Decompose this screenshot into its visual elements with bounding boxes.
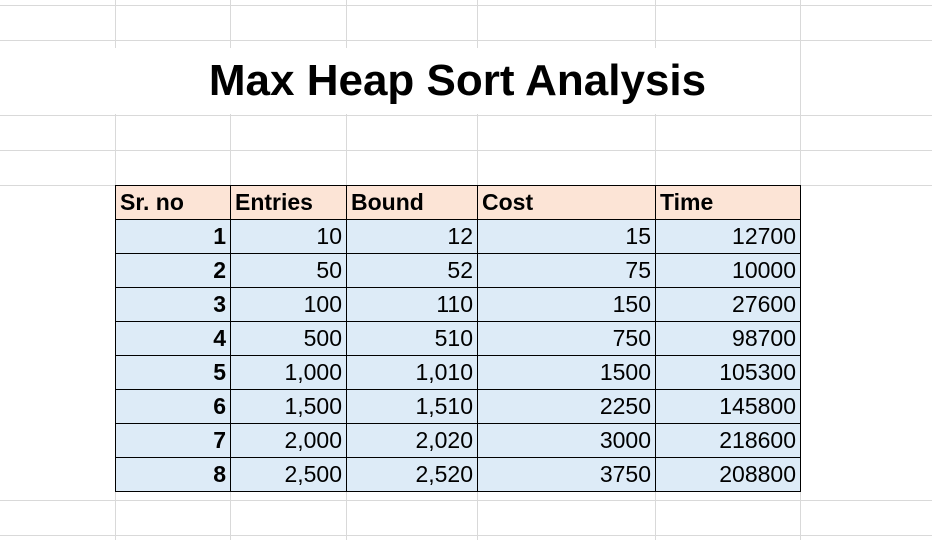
cell-time[interactable]: 208800 xyxy=(655,457,801,492)
gridline xyxy=(0,150,932,151)
header-cell-time[interactable]: Time xyxy=(655,185,801,220)
cell-entries[interactable]: 10 xyxy=(230,219,347,254)
table-row: 6 1,500 1,510 2250 145800 xyxy=(115,389,801,424)
cell-bound[interactable]: 2,020 xyxy=(346,423,478,458)
table-row: 2 50 52 75 10000 xyxy=(115,253,801,288)
cell-cost[interactable]: 1500 xyxy=(477,355,656,390)
cell-time[interactable]: 10000 xyxy=(655,253,801,288)
cell-entries[interactable]: 2,000 xyxy=(230,423,347,458)
gridline xyxy=(0,40,932,41)
table-row: 7 2,000 2,020 3000 218600 xyxy=(115,423,801,458)
cell-bound[interactable]: 510 xyxy=(346,321,478,356)
cell-cost[interactable]: 15 xyxy=(477,219,656,254)
cell-cost[interactable]: 2250 xyxy=(477,389,656,424)
gridline xyxy=(0,500,932,501)
cell-entries[interactable]: 1,500 xyxy=(230,389,347,424)
header-cell-bound[interactable]: Bound xyxy=(346,185,478,220)
cell-time[interactable]: 218600 xyxy=(655,423,801,458)
cell-bound[interactable]: 1,010 xyxy=(346,355,478,390)
header-cell-sr-no[interactable]: Sr. no xyxy=(115,185,231,220)
cell-time[interactable]: 98700 xyxy=(655,321,801,356)
cell-bound[interactable]: 2,520 xyxy=(346,457,478,492)
table-row: 5 1,000 1,010 1500 105300 xyxy=(115,355,801,390)
cell-time[interactable]: 145800 xyxy=(655,389,801,424)
cell-sr-no[interactable]: 2 xyxy=(115,253,231,288)
header-cell-cost[interactable]: Cost xyxy=(477,185,656,220)
cell-sr-no[interactable]: 4 xyxy=(115,321,231,356)
cell-bound[interactable]: 12 xyxy=(346,219,478,254)
cell-entries[interactable]: 100 xyxy=(230,287,347,322)
cell-time[interactable]: 27600 xyxy=(655,287,801,322)
table-row: 1 10 12 15 12700 xyxy=(115,219,801,254)
table-row: 8 2,500 2,520 3750 208800 xyxy=(115,457,801,492)
cell-time[interactable]: 105300 xyxy=(655,355,801,390)
cell-time[interactable]: 12700 xyxy=(655,219,801,254)
cell-bound[interactable]: 52 xyxy=(346,253,478,288)
cell-entries[interactable]: 1,000 xyxy=(230,355,347,390)
table-row: 3 100 110 150 27600 xyxy=(115,287,801,322)
gridline xyxy=(800,0,801,540)
gridline xyxy=(0,115,932,116)
cell-entries[interactable]: 2,500 xyxy=(230,457,347,492)
cell-cost[interactable]: 75 xyxy=(477,253,656,288)
cell-sr-no[interactable]: 8 xyxy=(115,457,231,492)
analysis-table: Sr. no Entries Bound Cost Time 1 10 12 1… xyxy=(115,185,801,492)
cell-cost[interactable]: 3750 xyxy=(477,457,656,492)
cell-cost[interactable]: 3000 xyxy=(477,423,656,458)
sheet-title[interactable]: Max Heap Sort Analysis xyxy=(115,48,800,114)
cell-bound[interactable]: 110 xyxy=(346,287,478,322)
cell-sr-no[interactable]: 3 xyxy=(115,287,231,322)
cell-entries[interactable]: 50 xyxy=(230,253,347,288)
cell-cost[interactable]: 750 xyxy=(477,321,656,356)
cell-sr-no[interactable]: 1 xyxy=(115,219,231,254)
header-row: Sr. no Entries Bound Cost Time xyxy=(115,185,801,220)
cell-sr-no[interactable]: 6 xyxy=(115,389,231,424)
cell-sr-no[interactable]: 7 xyxy=(115,423,231,458)
cell-cost[interactable]: 150 xyxy=(477,287,656,322)
table-row: 4 500 510 750 98700 xyxy=(115,321,801,356)
cell-sr-no[interactable]: 5 xyxy=(115,355,231,390)
gridline xyxy=(0,5,932,6)
gridline xyxy=(0,535,932,536)
cell-entries[interactable]: 500 xyxy=(230,321,347,356)
cell-bound[interactable]: 1,510 xyxy=(346,389,478,424)
header-cell-entries[interactable]: Entries xyxy=(230,185,347,220)
